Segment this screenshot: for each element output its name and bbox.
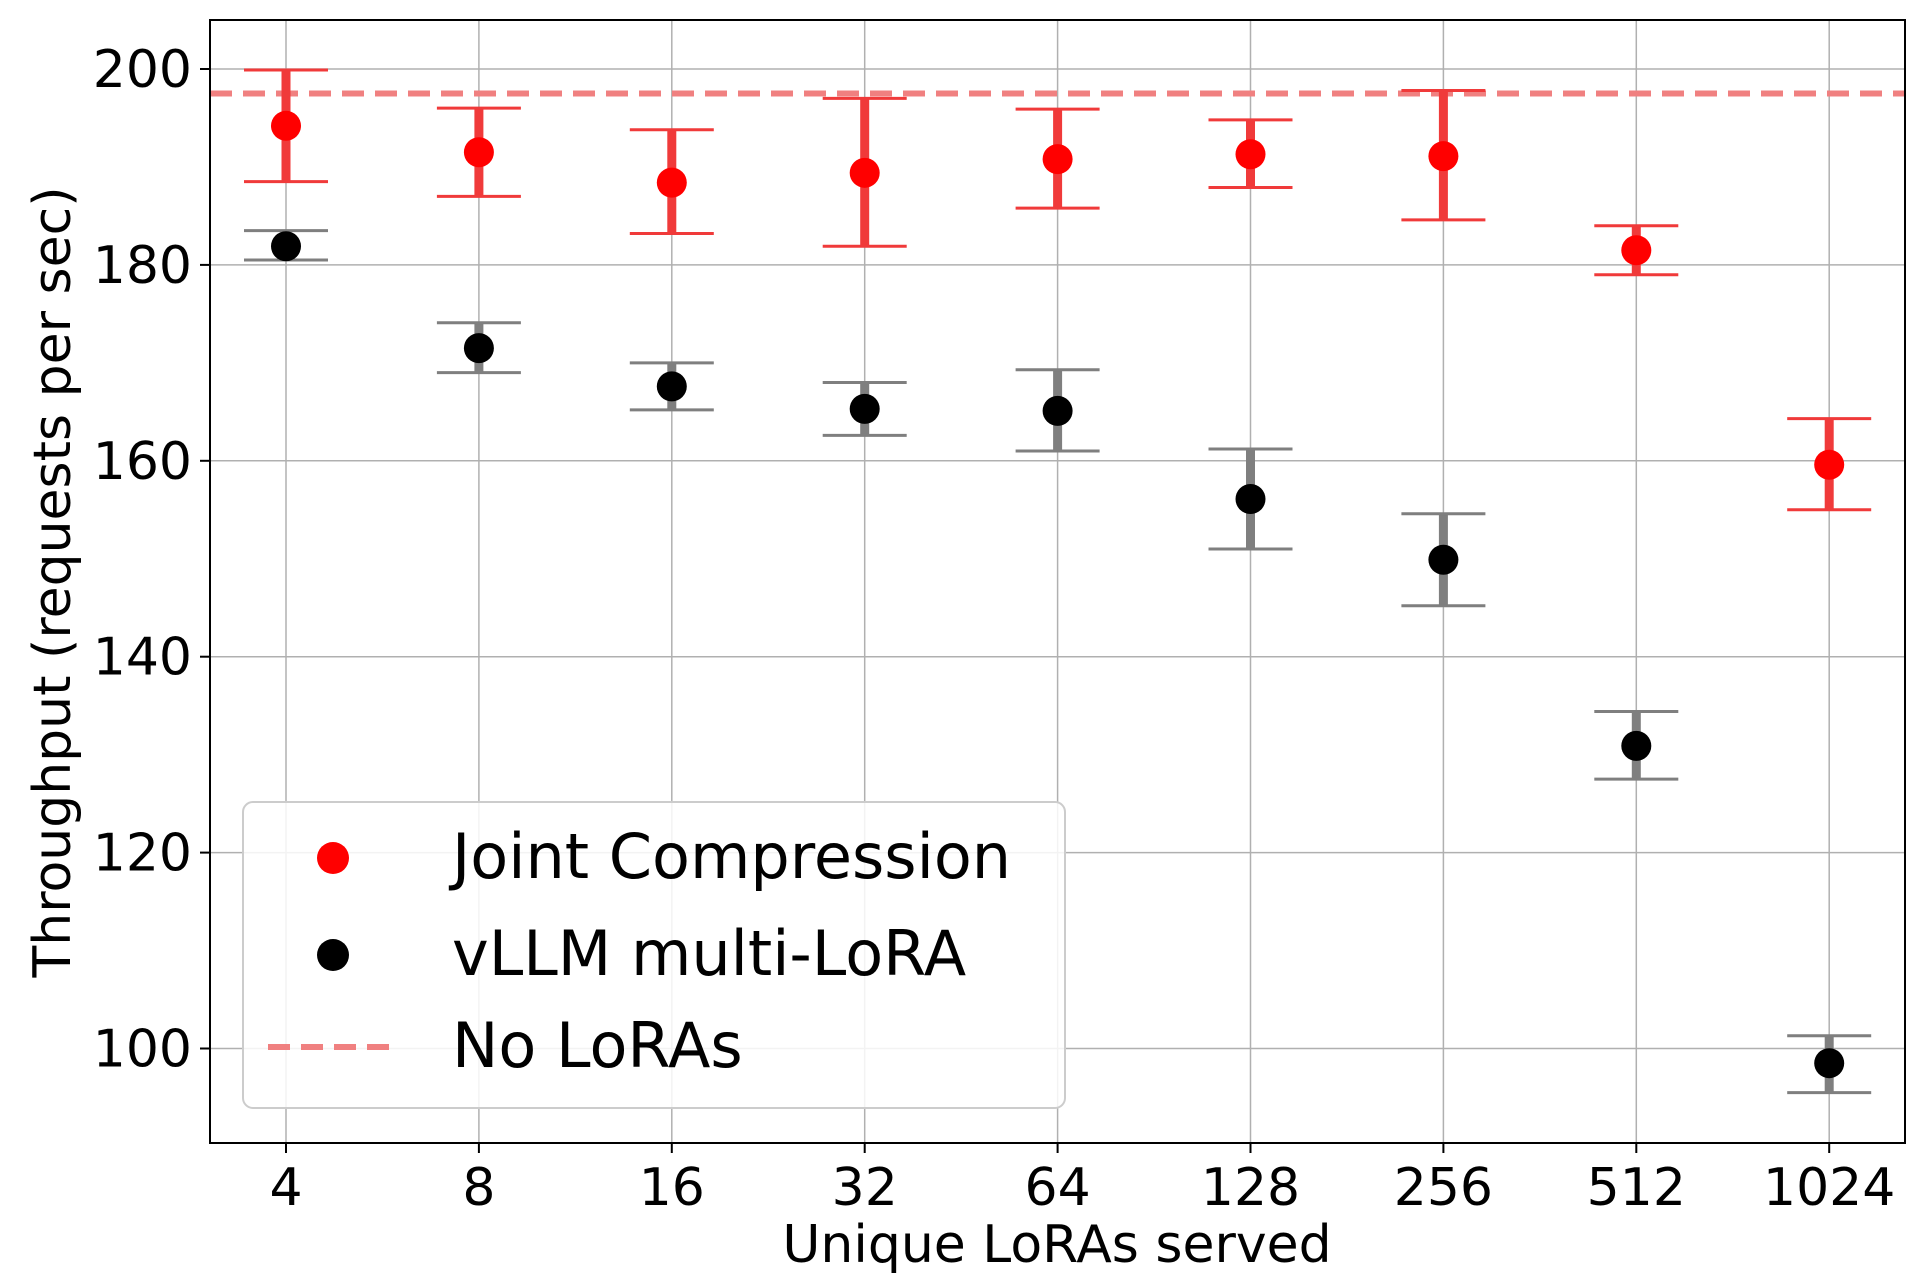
joint-compression-point <box>463 137 494 168</box>
legend-label-joint-compression: Joint Compression <box>448 820 1011 893</box>
x-axis-title: Unique LoRAs served <box>782 1215 1331 1275</box>
y-tick-label: 100 <box>93 1020 192 1080</box>
vllm-multi-lora-point <box>1621 730 1652 761</box>
vllm-multi-lora-point <box>1428 544 1459 575</box>
y-tick-label: 200 <box>93 40 192 100</box>
y-tick-label: 120 <box>93 824 192 884</box>
vllm-multi-lora-point <box>271 231 301 262</box>
joint-compression-point <box>1235 139 1266 170</box>
y-tick-label: 140 <box>93 628 192 688</box>
legend-marker-vllm-multi-lora <box>317 939 349 971</box>
legend-label-no-loras: No LoRAs <box>452 1009 743 1082</box>
y-axis-ticks: 100 120 140 160 180 200 <box>93 40 210 1080</box>
x-tick-label: 4 <box>269 1158 302 1218</box>
x-tick-label: 1024 <box>1763 1158 1895 1218</box>
joint-compression-point <box>849 157 880 188</box>
joint-compression-point <box>1814 449 1845 480</box>
x-tick-label: 8 <box>462 1158 495 1218</box>
data-points <box>271 110 1845 1079</box>
vllm-multi-lora-point <box>463 333 494 364</box>
x-tick-label: 64 <box>1025 1158 1091 1218</box>
joint-compression-point <box>1621 235 1652 266</box>
joint-compression-point <box>271 110 301 141</box>
legend: Joint Compression vLLM multi-LoRA No LoR… <box>242 801 1066 1109</box>
y-tick-label: 180 <box>93 236 192 296</box>
vllm-multi-lora-point <box>1235 484 1266 515</box>
legend-box <box>242 801 1066 1109</box>
vllm-multi-lora-point <box>656 371 687 402</box>
y-tick-label: 160 <box>93 432 192 492</box>
x-tick-label: 512 <box>1587 1158 1686 1218</box>
joint-compression-point <box>1428 141 1459 172</box>
x-tick-label: 256 <box>1394 1158 1493 1218</box>
x-tick-label: 128 <box>1201 1158 1300 1218</box>
x-tick-label: 32 <box>832 1158 898 1218</box>
joint-compression-point <box>1042 144 1073 175</box>
y-axis-title: Throughput (requests per sec) <box>23 186 83 978</box>
vllm-multi-lora-point <box>1814 1048 1845 1079</box>
legend-marker-joint-compression <box>317 842 349 874</box>
joint-compression-point <box>656 167 687 198</box>
x-axis-ticks: 4 8 16 32 64 128 256 512 1024 <box>269 1143 1895 1218</box>
vllm-multi-lora-point <box>1042 395 1073 426</box>
vllm-multi-lora-point <box>849 393 880 424</box>
legend-label-vllm-multi-lora: vLLM multi-LoRA <box>452 917 966 990</box>
x-tick-label: 16 <box>639 1158 705 1218</box>
